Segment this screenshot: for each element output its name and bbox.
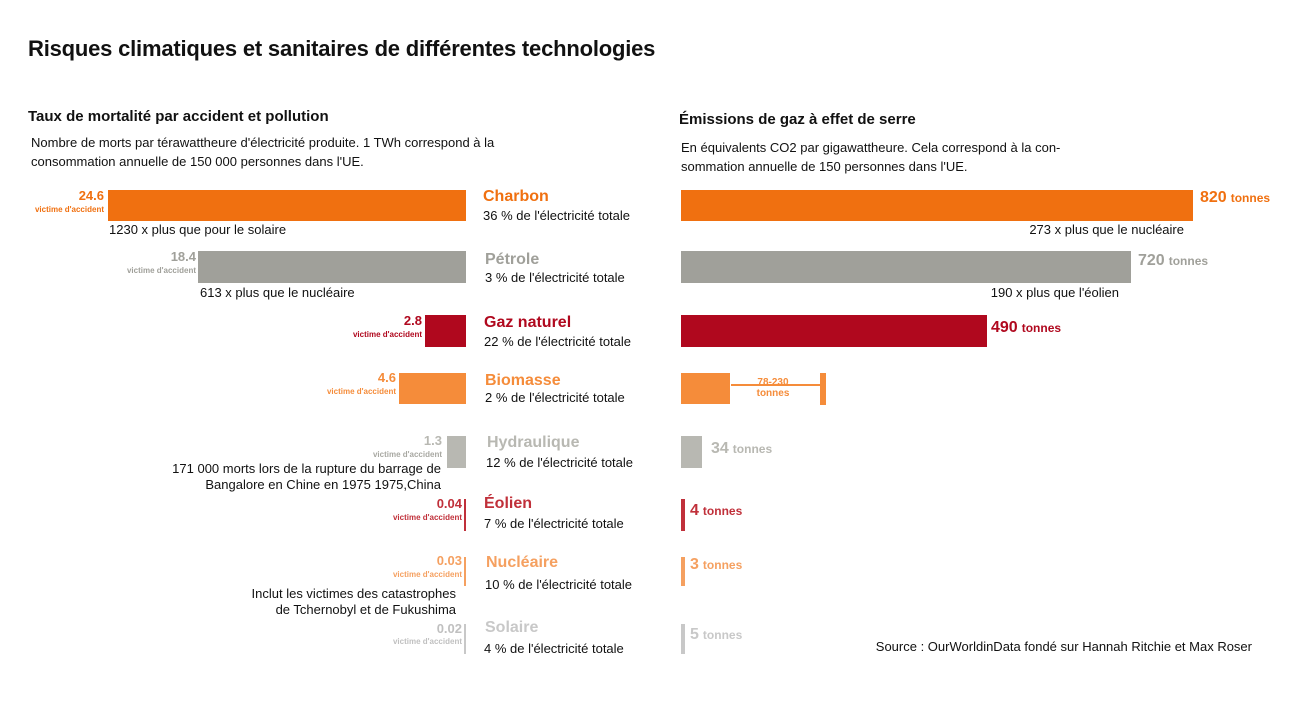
emissions-biomasse-range-line bbox=[731, 384, 823, 386]
mortality-value-hydraulique: 1.3 bbox=[423, 433, 442, 448]
mortality-bar-charbon bbox=[108, 190, 466, 221]
mortality-value-nucleaire: 0.03 bbox=[436, 553, 462, 568]
mortality-unit-charbon: victime d'accident bbox=[34, 205, 104, 214]
emissions-unit-hydraulique: tonnes bbox=[732, 442, 773, 456]
mortality-value-eolien: 0.04 bbox=[436, 496, 462, 511]
emissions-label-petrole: 720 tonnes bbox=[1138, 252, 1208, 270]
emissions-value-biomasse: 78-230 bbox=[757, 377, 789, 388]
mortality-bar-hydraulique bbox=[447, 436, 466, 468]
emissions-unit-gaz: tonnes bbox=[1021, 321, 1062, 335]
mortality-bar-nucleaire bbox=[464, 557, 466, 586]
emissions-value-petrole: 720 bbox=[1138, 252, 1165, 269]
mortality-bar-eolien bbox=[464, 499, 466, 531]
share-eolien: 7 % de l'électricité totale bbox=[484, 516, 624, 531]
emissions-unit-charbon: tonnes bbox=[1230, 191, 1271, 205]
emissions-label-eolien: 4 tonnes bbox=[690, 502, 742, 520]
mortality-note-charbon: 1230 x plus que pour le solaire bbox=[109, 222, 287, 237]
category-solaire: Solaire bbox=[485, 619, 539, 636]
emissions-unit-petrole: tonnes bbox=[1168, 254, 1209, 268]
mortality-unit-solaire: victime d'accident bbox=[392, 637, 462, 646]
mortality-note-hydraulique-line2: Bangalore en Chine en 1975 1975,China bbox=[205, 477, 441, 492]
mortality-unit-gaz: victime d'accident bbox=[352, 330, 422, 339]
emissions-label-nucleaire: 3 tonnes bbox=[690, 556, 742, 574]
mortality-unit-nucleaire: victime d'accident bbox=[392, 570, 462, 579]
category-eolien: Éolien bbox=[484, 495, 533, 512]
category-petrole: Pétrole bbox=[485, 251, 540, 268]
mortality-unit-biomasse: victime d'accident bbox=[326, 387, 396, 396]
emissions-bar-nucleaire bbox=[681, 557, 685, 586]
emissions-description: En équivalents CO2 par gigawattheure. Ce… bbox=[681, 138, 1060, 176]
emissions-title: Émissions de gaz à effet de serre bbox=[679, 111, 916, 128]
mortality-value-solaire: 0.02 bbox=[436, 621, 462, 636]
mortality-bar-solaire bbox=[464, 624, 466, 654]
share-nucleaire: 10 % de l'électricité totale bbox=[485, 577, 633, 592]
emissions-value-solaire: 5 bbox=[690, 626, 699, 643]
mortality-note-nucleaire-line1: Inclut les victimes des catastrophes bbox=[251, 586, 456, 601]
mortality-description-line2: consommation annuelle de 150 000 personn… bbox=[31, 154, 364, 169]
category-charbon: Charbon bbox=[483, 188, 549, 205]
emissions-bar-eolien bbox=[681, 499, 685, 531]
emissions-note-charbon: 273 x plus que le nucléaire bbox=[1029, 222, 1184, 237]
category-biomasse: Biomasse bbox=[485, 372, 561, 389]
emissions-bar-petrole bbox=[681, 251, 1131, 283]
mortality-value-gaz: 2.8 bbox=[403, 313, 422, 328]
category-nucleaire: Nucléaire bbox=[486, 554, 559, 571]
emissions-description-line2: sommation annuelle de 150 personnes dans… bbox=[681, 159, 968, 174]
emissions-bar-charbon bbox=[681, 190, 1193, 221]
mortality-value-petrole: 18.4 bbox=[170, 249, 196, 264]
emissions-unit-biomasse: tonnes bbox=[756, 388, 790, 399]
mortality-unit-petrole: victime d'accident bbox=[126, 266, 196, 275]
share-petrole: 3 % de l'électricité totale bbox=[485, 270, 625, 285]
emissions-unit-eolien: tonnes bbox=[702, 504, 743, 518]
emissions-biomasse-range-label: 78-230 tonnes bbox=[731, 377, 815, 399]
mortality-value-biomasse: 4.6 bbox=[377, 370, 396, 385]
mortality-unit-hydraulique: victime d'accident bbox=[372, 450, 442, 459]
share-charbon: 36 % de l'électricité totale bbox=[483, 208, 631, 223]
emissions-unit-nucleaire: tonnes bbox=[702, 558, 743, 572]
mortality-description: Nombre de morts par térawattheure d'élec… bbox=[31, 133, 494, 171]
category-hydraulique: Hydraulique bbox=[487, 434, 580, 451]
emissions-label-hydraulique: 34 tonnes bbox=[711, 440, 772, 458]
mortality-bar-gaz bbox=[425, 315, 466, 347]
emissions-bar-solaire bbox=[681, 624, 685, 654]
mortality-bar-biomasse bbox=[399, 373, 466, 404]
emissions-value-eolien: 4 bbox=[690, 502, 699, 519]
mortality-note-nucleaire: Inclut les victimes des catastrophes de … bbox=[252, 586, 456, 618]
emissions-value-gaz: 490 bbox=[991, 319, 1018, 336]
share-hydraulique: 12 % de l'électricité totale bbox=[486, 455, 634, 470]
emissions-bar-gaz bbox=[681, 315, 987, 347]
page-title: Risques climatiques et sanitaires de dif… bbox=[28, 36, 656, 61]
mortality-note-nucleaire-line2: de Tchernobyl et de Fukushima bbox=[275, 602, 456, 617]
share-solaire: 4 % de l'électricité totale bbox=[484, 641, 624, 656]
emissions-value-hydraulique: 34 bbox=[711, 440, 729, 457]
emissions-label-charbon: 820 tonnes bbox=[1200, 189, 1270, 207]
mortality-description-line1: Nombre de morts par térawattheure d'élec… bbox=[31, 135, 495, 150]
mortality-note-hydraulique: 171 000 morts lors de la rupture du barr… bbox=[172, 461, 441, 493]
emissions-value-nucleaire: 3 bbox=[690, 556, 699, 573]
emissions-description-line1: En équivalents CO2 par gigawattheure. Ce… bbox=[681, 140, 1061, 155]
share-biomasse: 2 % de l'électricité totale bbox=[485, 390, 625, 405]
mortality-value-charbon: 24.6 bbox=[78, 188, 104, 203]
mortality-unit-eolien: victime d'accident bbox=[392, 513, 462, 522]
emissions-label-gaz: 490 tonnes bbox=[991, 319, 1061, 337]
emissions-unit-solaire: tonnes bbox=[702, 628, 743, 642]
emissions-note-petrole: 190 x plus que l'éolien bbox=[990, 285, 1119, 300]
mortality-note-hydraulique-line1: 171 000 morts lors de la rupture du barr… bbox=[172, 461, 441, 476]
source-note: Source : OurWorldinData fondé sur Hannah… bbox=[875, 639, 1252, 654]
emissions-bar-hydraulique bbox=[681, 436, 702, 468]
emissions-value-charbon: 820 bbox=[1200, 189, 1227, 206]
share-gaz: 22 % de l'électricité totale bbox=[484, 334, 632, 349]
emissions-bar-biomasse bbox=[681, 373, 730, 404]
mortality-bar-petrole bbox=[198, 251, 466, 283]
emissions-biomasse-range-cap bbox=[820, 373, 826, 405]
emissions-label-solaire: 5 tonnes bbox=[690, 626, 742, 644]
category-gaz: Gaz naturel bbox=[484, 314, 572, 331]
mortality-title: Taux de mortalité par accident et pollut… bbox=[28, 108, 329, 125]
mortality-note-petrole: 613 x plus que le nucléaire bbox=[200, 285, 355, 300]
